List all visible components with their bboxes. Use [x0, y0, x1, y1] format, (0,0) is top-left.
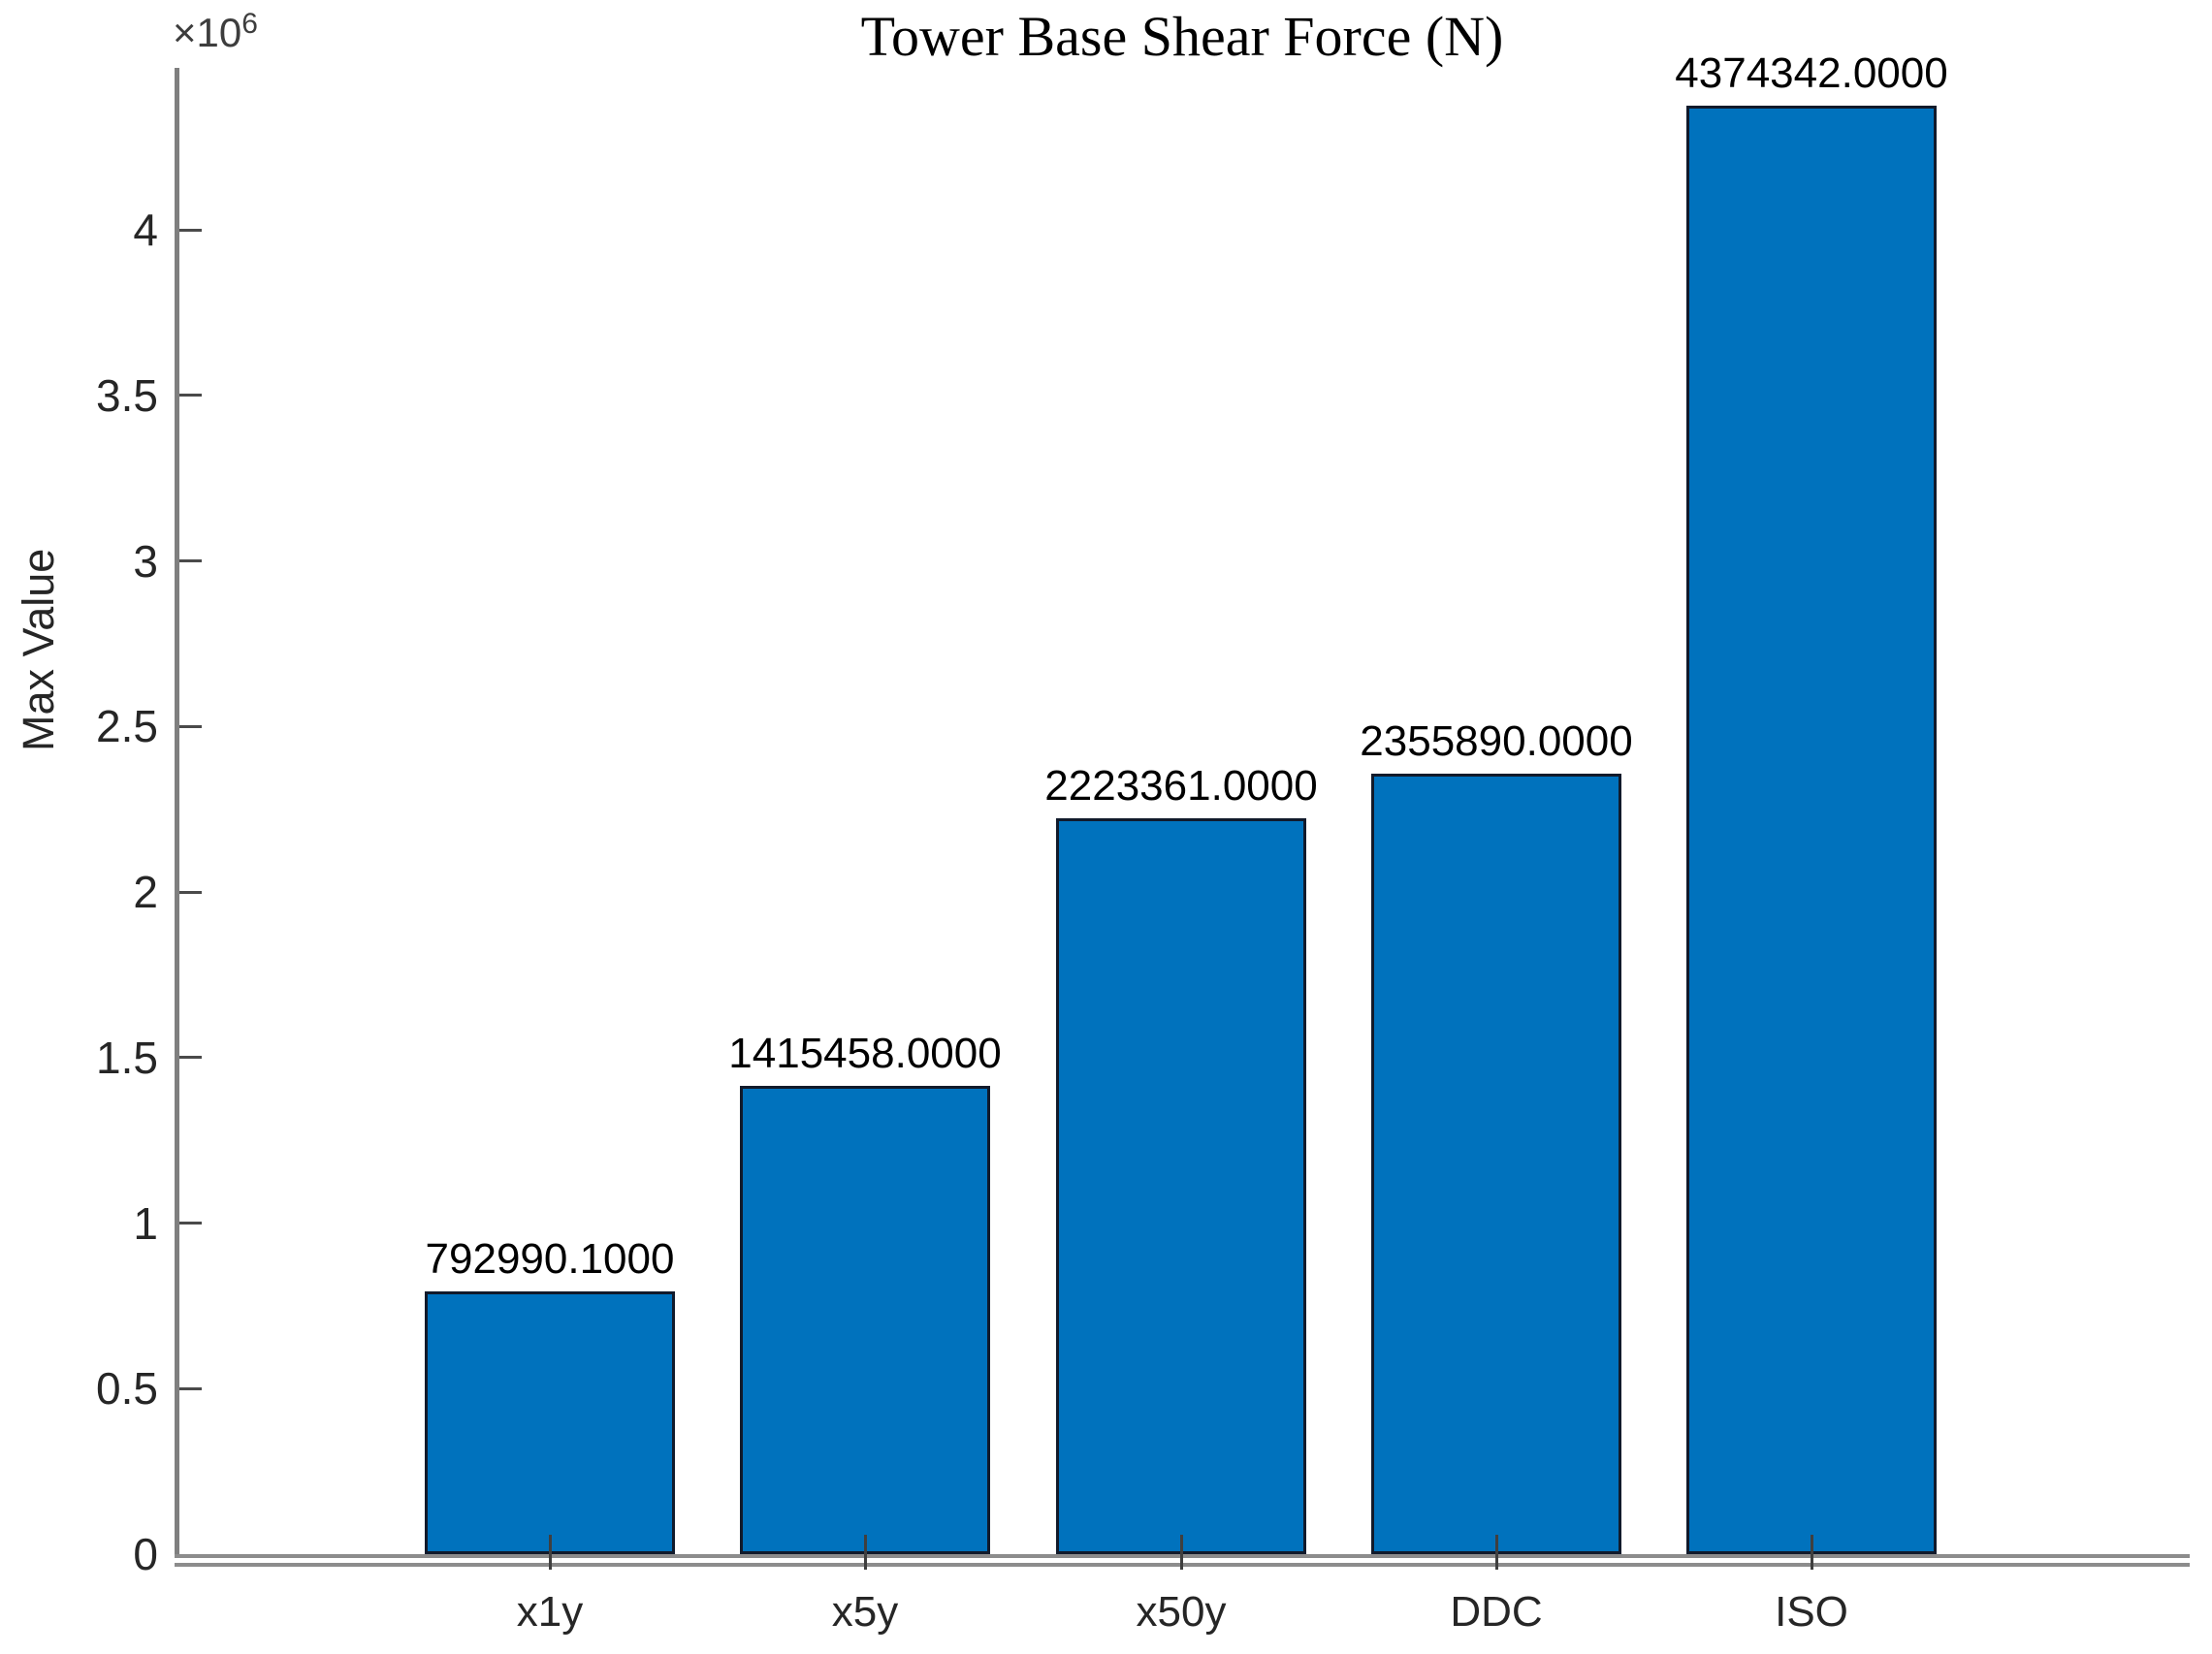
chart-title: Tower Base Shear Force (N)	[860, 5, 1504, 68]
y-tick-mark	[179, 1056, 202, 1060]
x-tick-label: x1y	[516, 1588, 584, 1636]
y-tick-label: 3.5	[96, 369, 158, 421]
x-tick-label: ISO	[1775, 1588, 1848, 1636]
x-tick-mark	[1810, 1535, 1813, 1570]
bar-value-label: 792990.1000	[425, 1235, 675, 1284]
y-tick-label: 3	[133, 535, 158, 587]
y-tick-label: 0	[133, 1529, 158, 1579]
x-tick-mark	[1494, 1535, 1498, 1570]
bar	[740, 1085, 990, 1554]
x-tick-label: DDC	[1450, 1588, 1543, 1636]
y-axis-line	[175, 68, 179, 1558]
y-tick-label: 4	[133, 205, 158, 255]
y-tick-mark	[179, 890, 202, 894]
y-tick-label: 0.5	[96, 1363, 158, 1415]
x-tick-mark	[548, 1535, 552, 1570]
y-tick-mark	[179, 1222, 202, 1225]
y-tick-label: 1	[133, 1197, 158, 1249]
y-tick-mark	[179, 724, 202, 728]
y-tick-label: 1.5	[96, 1032, 158, 1083]
x-tick-label: x5y	[831, 1588, 899, 1636]
y-tick-label: 2	[133, 867, 158, 917]
y-axis-exponent-sup: 6	[241, 8, 258, 40]
y-axis-exponent-label: ×106	[173, 8, 258, 56]
y-tick-mark	[179, 1386, 202, 1390]
y-tick-mark	[179, 559, 202, 562]
x-tick-mark	[863, 1535, 867, 1570]
bar-value-label: 1415458.0000	[728, 1029, 1002, 1077]
bar-value-label: 4374342.0000	[1675, 49, 1948, 98]
y-tick-mark	[179, 228, 202, 232]
y-tick-mark	[179, 394, 202, 398]
bar	[425, 1291, 675, 1554]
x-tick-label: x50y	[1136, 1588, 1227, 1636]
bar	[1371, 774, 1621, 1554]
bar-value-label: 2355890.0000	[1360, 717, 1633, 766]
bar	[1056, 817, 1306, 1554]
y-tick-label: 2.5	[96, 701, 158, 752]
bar	[1686, 106, 1937, 1554]
y-axis-exponent-base: ×10	[173, 10, 242, 55]
x-tick-mark	[1179, 1535, 1183, 1570]
bar-value-label: 2223361.0000	[1044, 761, 1318, 810]
